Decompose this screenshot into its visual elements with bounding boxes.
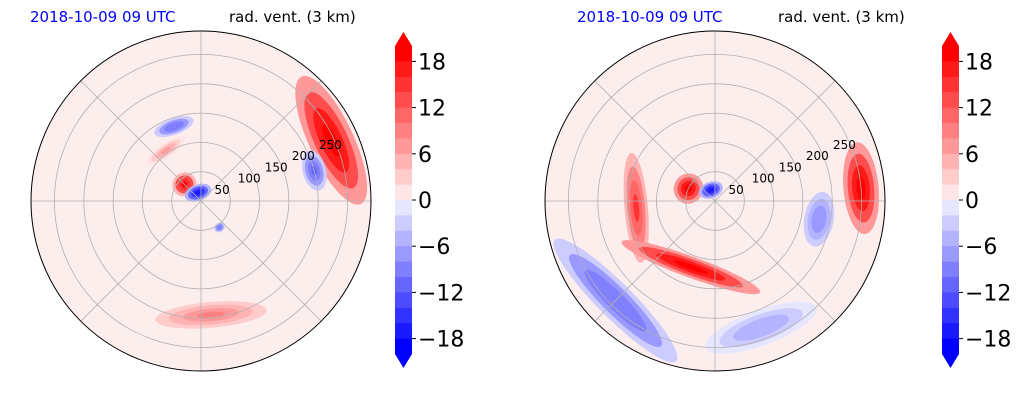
plot-outline — [544, 30, 886, 372]
colorbar-segment-5 — [395, 123, 412, 139]
colorbar-extend-min — [395, 354, 412, 368]
colorbar-segment-2 — [395, 76, 412, 93]
colorbar-segment-1 — [942, 61, 959, 78]
time-title-left: 2018-10-09 09 UTC — [30, 8, 176, 26]
radial-label-250: 250 — [833, 138, 856, 152]
contour-feature-2-shell-1 — [194, 190, 202, 196]
spoke-225 — [80, 200, 202, 322]
colorbar-segment-0 — [942, 46, 959, 62]
spoke-135 — [80, 80, 202, 202]
colorbar-segment-6 — [942, 138, 959, 155]
time-title-right: 2018-10-09 09 UTC — [577, 8, 723, 26]
spoke-45 — [200, 80, 322, 202]
colorbar-segment-5 — [942, 123, 959, 139]
colorbar-segment-9 — [395, 184, 412, 201]
colorbar-tick-label-0: 18 — [965, 50, 993, 75]
colorbar-segment-10 — [395, 200, 412, 216]
colorbar-segment-14 — [942, 261, 959, 278]
colorbar-extend-max — [395, 32, 412, 46]
polar-plot-left: 50 100 150 200 250 18 12 6 0 −6 −12 −18 — [30, 30, 464, 372]
radial-label-200: 200 — [806, 149, 829, 163]
colorbar-segment-15 — [395, 277, 412, 293]
colorbar-segment-11 — [395, 215, 412, 232]
colorbar-segment-19 — [395, 338, 412, 355]
colorbar-segment-17 — [395, 307, 412, 324]
contour-feature-1-shell-1 — [707, 187, 715, 193]
colorbar-segment-15 — [942, 277, 959, 293]
plot-outline — [30, 30, 372, 372]
colorbar-segment-17 — [942, 307, 959, 324]
radial-label-150: 150 — [265, 160, 288, 174]
colorbar-segment-7 — [395, 153, 412, 170]
radial-label-100: 100 — [238, 172, 261, 186]
colorbar-segment-6 — [395, 138, 412, 155]
colorbar-segment-12 — [942, 230, 959, 247]
radial-label-250: 250 — [319, 138, 342, 152]
colorbar-tick-label-3: 0 — [965, 189, 979, 214]
colorbar-segment-19 — [942, 338, 959, 355]
radial-label-200: 200 — [292, 149, 315, 163]
colorbar: 18 12 6 0 −6 −12 −18 — [942, 32, 1011, 368]
colorbar-tick-label-1: 12 — [418, 97, 446, 122]
colorbar-segment-10 — [942, 200, 959, 216]
colorbar-segment-1 — [395, 61, 412, 78]
colorbar-segment-4 — [395, 107, 412, 124]
colorbar-segment-14 — [395, 261, 412, 278]
radial-label-100: 100 — [752, 172, 775, 186]
spoke-135 — [594, 80, 716, 202]
colorbar-segment-13 — [395, 246, 412, 262]
radial-label-50: 50 — [728, 183, 743, 197]
colorbar-tick-label-3: 0 — [418, 189, 432, 214]
colorbar-tick-label-1: 12 — [965, 97, 993, 122]
colorbar-tick-label-6: −18 — [418, 328, 464, 353]
colorbar-tick-label-2: 6 — [418, 143, 432, 168]
colorbar-tick-label-4: −6 — [965, 235, 997, 260]
colorbar-segment-16 — [395, 292, 412, 309]
colorbar-segment-8 — [942, 169, 959, 185]
contour-feature-7-shell-1 — [747, 321, 775, 335]
contour-feature-3-shell-1 — [673, 260, 709, 274]
spoke-45 — [714, 80, 836, 202]
variable-title-left: rad. vent. (3 km) — [229, 8, 356, 26]
colorbar-segment-3 — [942, 92, 959, 108]
colorbar-segment-4 — [942, 107, 959, 124]
colorbar: 18 12 6 0 −6 −12 −18 — [395, 32, 464, 368]
contour-feature-7-shell-1 — [218, 226, 221, 229]
variable-title-right: rad. vent. (3 km) — [778, 8, 905, 26]
colorbar-extend-min — [942, 354, 959, 368]
colorbar-segment-2 — [942, 76, 959, 93]
contour-feature-3-shell-1 — [168, 123, 179, 130]
spoke-225 — [594, 200, 716, 322]
colorbar-segment-18 — [395, 323, 412, 339]
colorbar-tick-label-6: −18 — [965, 328, 1011, 353]
colorbar-tick-label-4: −6 — [418, 235, 450, 260]
contour-feature-4-shell-1 — [322, 124, 341, 157]
radial-label-50: 50 — [214, 183, 229, 197]
colorbar-segment-3 — [395, 92, 412, 108]
left-panel: 50 100 150 200 250 18 12 6 0 −6 −12 −18 2018-10-09 … — [30, 8, 464, 372]
colorbar-segment-13 — [942, 246, 959, 262]
contour-feature-6-shell-1 — [815, 212, 823, 227]
right-panel: 50 100 150 200 250 18 12 6 0 −6 −12 −18 2018-10-09 … — [514, 0, 1028, 401]
polar-plot-right: 50 100 150 200 250 18 12 6 0 −6 −12 −18 — [544, 30, 1011, 372]
colorbar-tick-label-5: −12 — [418, 281, 464, 306]
colorbar-extend-max — [942, 32, 959, 46]
contour-feature-1-shell-1 — [160, 146, 171, 155]
colorbar-tick-label-0: 18 — [418, 50, 446, 75]
colorbar-segment-18 — [942, 323, 959, 339]
colorbar-segment-0 — [395, 46, 412, 62]
colorbar-tick-label-2: 6 — [965, 143, 979, 168]
colorbar-segment-11 — [942, 215, 959, 232]
spoke-315 — [200, 200, 322, 322]
colorbar-segment-9 — [942, 184, 959, 201]
colorbar-segment-8 — [395, 169, 412, 185]
colorbar-tick-label-5: −12 — [965, 281, 1011, 306]
colorbar-segment-12 — [395, 230, 412, 247]
radial-label-150: 150 — [779, 160, 802, 174]
colorbar-segment-7 — [942, 153, 959, 170]
colorbar-segment-16 — [942, 292, 959, 309]
spoke-315 — [714, 200, 836, 322]
